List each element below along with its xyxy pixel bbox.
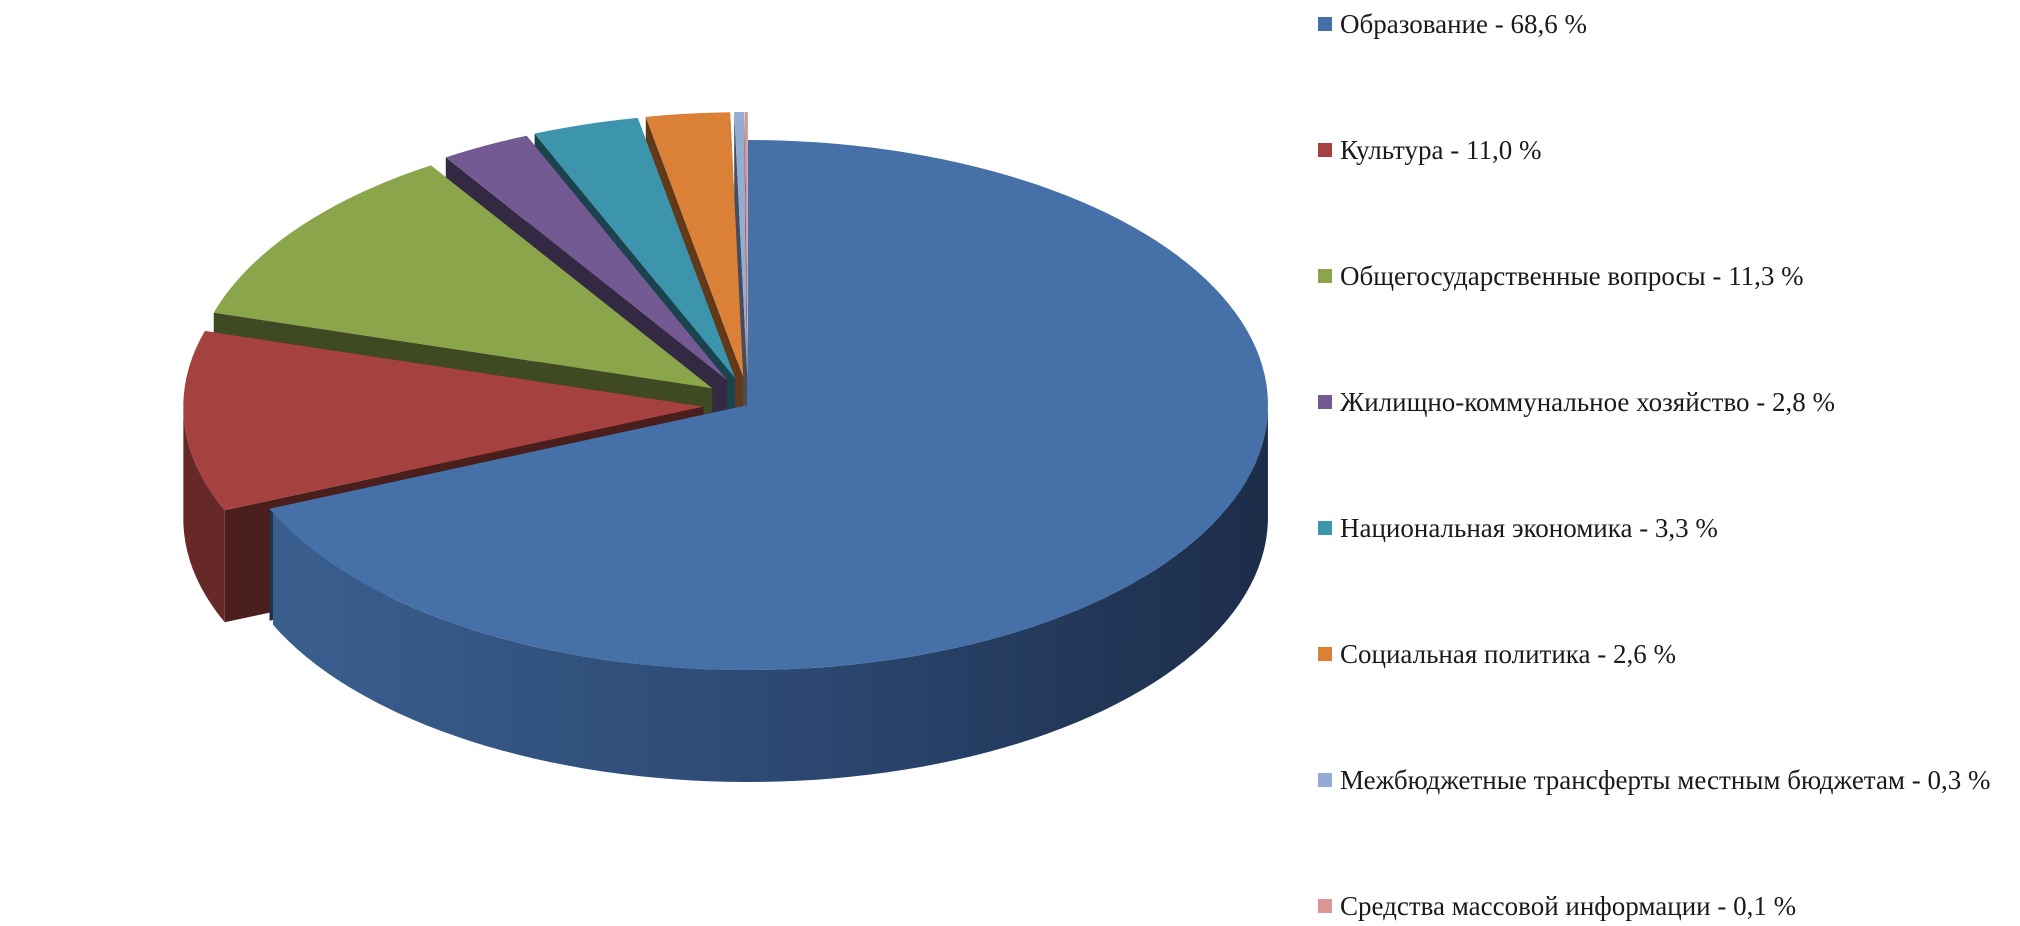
pie-slice-edge [272, 400, 1268, 782]
pie-slice [645, 112, 744, 378]
legend-item: Средства массовой информации - 0,1 % [1318, 886, 1796, 926]
legend-label: Средства массовой информации - 0,1 % [1340, 891, 1797, 921]
legend-swatch [1318, 773, 1332, 787]
legend-label: Социальная политика - 2,6 % [1340, 639, 1676, 669]
legend-item: Образование - 68,6 % [1318, 4, 1587, 44]
legend-item: Национальная экономика - 3,3 % [1318, 508, 1718, 548]
legend-item: Межбюджетные трансферты местным бюджетам… [1318, 760, 1991, 800]
legend-label: Жилищно-коммунальное хозяйство - 2,8 % [1340, 387, 1836, 417]
legend-swatch [1318, 395, 1332, 409]
legend-swatch [1318, 17, 1332, 31]
pie-plot-area [183, 112, 1268, 782]
pie-slice [445, 135, 728, 381]
legend-swatch [1318, 521, 1332, 535]
legend-item: Социальная политика - 2,6 % [1318, 634, 1676, 674]
pie-slice [183, 331, 704, 511]
legend-swatch [1318, 647, 1332, 661]
legend-swatch [1318, 899, 1332, 913]
legend-item: Культура - 11,0 % [1318, 130, 1541, 170]
pie-slice-side [734, 112, 748, 490]
legend-label: Национальная экономика - 3,3 % [1340, 513, 1718, 543]
legend: Образование - 68,6 % Культура - 11,0 % Общ… [1318, 0, 2018, 923]
pie-slice [269, 140, 1268, 670]
legend-item: Общегосударственные вопросы - 11,3 % [1318, 256, 1804, 296]
legend-label: Образование - 68,6 % [1340, 9, 1587, 39]
pie-slice [744, 112, 748, 378]
legend-swatch [1318, 143, 1332, 157]
legend-swatch [1318, 269, 1332, 283]
legend-item: Жилищно-коммунальное хозяйство - 2,8 % [1318, 382, 1835, 422]
legend-label: Межбюджетные трансферты местным бюджетам… [1340, 765, 1991, 795]
pie-slice [534, 117, 736, 379]
pie-slice-edge [183, 402, 225, 623]
pie-slice [734, 112, 748, 378]
legend-label: Культура - 11,0 % [1340, 135, 1542, 165]
pie-slice [213, 165, 713, 389]
legend-label: Общегосударственные вопросы - 11,3 % [1340, 261, 1804, 291]
